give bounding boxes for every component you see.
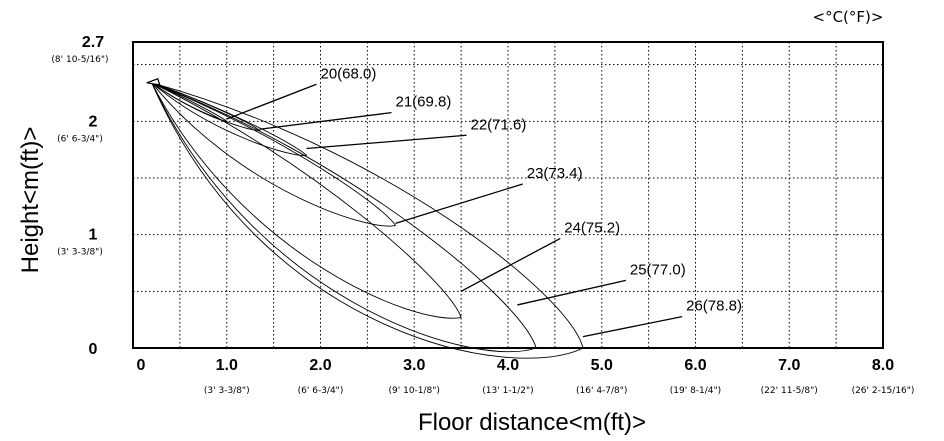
y-tick-label: 0 <box>89 341 98 358</box>
y-tick-sublabel: (6' 6-3/4") <box>57 134 103 144</box>
leader-line <box>306 134 467 150</box>
y-tick-sublabel: (8' 10-5/16") <box>51 55 108 65</box>
y-tick-sublabel: (3' 3-3/8") <box>57 248 103 258</box>
isotherm-curve <box>151 82 308 156</box>
x-tick-label: 6.0 <box>684 357 706 374</box>
leader-lines <box>226 83 683 338</box>
unit-note: <°C(°F)> <box>813 8 884 26</box>
x-tick-sublabel: (19' 8-1/4") <box>670 386 721 396</box>
x-tick-sublabel: (9' 10-1/8") <box>389 386 440 396</box>
leader-line <box>517 279 627 306</box>
y-tick-label: 2 <box>89 113 98 130</box>
tick-labels: 0 1.0 (3' 3-3/8") 2.0 (6' 6-3/4") 3.0 (9' 10-1… <box>51 34 914 396</box>
x-tick-sublabel: (3' 3-3/8") <box>204 386 250 396</box>
series-label: 26(78.8) <box>686 298 742 315</box>
x-tick-sublabel: (13' 1-1/2") <box>482 386 533 396</box>
x-tick-sublabel: (16' 4-7/8") <box>576 386 627 396</box>
isotherm-curve <box>151 82 397 227</box>
x-tick-label: 2.0 <box>309 357 331 374</box>
series-label: 25(77.0) <box>630 261 686 278</box>
grid <box>133 42 883 348</box>
series-label: 24(75.2) <box>564 219 620 236</box>
series-label: 21(69.8) <box>396 94 452 111</box>
x-tick-label: 5.0 <box>591 357 613 374</box>
x-tick-label: 4.0 <box>497 357 519 374</box>
x-tick-label: 8.0 <box>872 357 894 374</box>
x-tick-label: 0 <box>137 357 146 374</box>
x-tick-sublabel: (22' 11-5/8") <box>761 386 818 396</box>
x-tick-label: 7.0 <box>778 357 800 374</box>
x-axis-title: Floor distance<m(ft)> <box>418 409 646 436</box>
leader-line <box>582 315 683 338</box>
series-label: 23(73.4) <box>527 165 583 182</box>
series-label: 22(71.6) <box>471 116 527 133</box>
x-tick-sublabel: (26' 2-15/16") <box>852 386 915 396</box>
x-tick-label: 1.0 <box>216 357 238 374</box>
leader-line <box>395 183 523 224</box>
leader-line <box>460 237 561 292</box>
series-label: 20(68.0) <box>321 65 377 82</box>
x-tick-label: 3.0 <box>403 357 425 374</box>
plot-frame <box>132 41 884 349</box>
y-tick-label: 2.7 <box>82 34 104 51</box>
air-outlet-marker <box>146 78 161 86</box>
leader-line <box>259 111 392 130</box>
y-tick-label: 1 <box>89 227 98 244</box>
y-axis-title: Height<m(ft)> <box>17 127 44 274</box>
isotherm-curve <box>151 82 462 319</box>
leader-line <box>226 83 317 120</box>
series-labels: 20(68.0) 21(69.8) 22(71.6) 23(73.4) 24(75.2)… <box>321 65 743 314</box>
x-tick-sublabel: (6' 6-3/4") <box>298 386 344 396</box>
